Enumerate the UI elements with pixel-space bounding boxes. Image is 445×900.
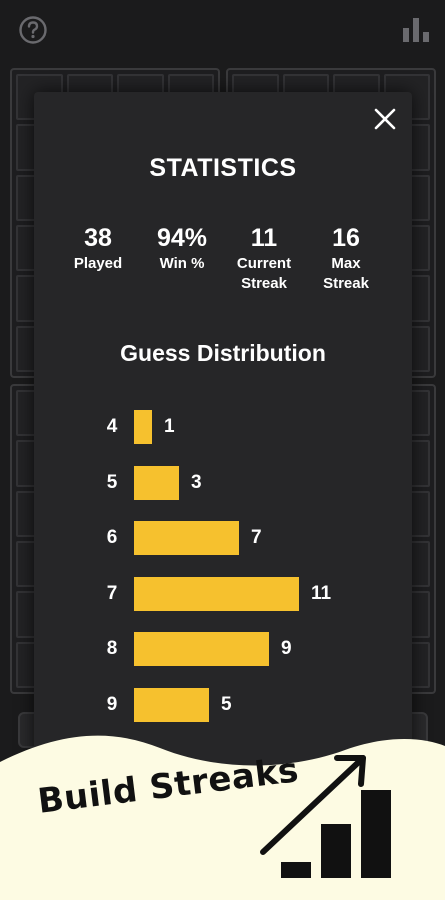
guess-count: 11 bbox=[311, 582, 332, 604]
stat-label: Win % bbox=[159, 255, 205, 272]
guess-count: 7 bbox=[251, 527, 262, 548]
guess-number: 6 bbox=[106, 527, 118, 548]
distribution-bar bbox=[134, 521, 239, 555]
guess-distribution-chart: 4 1 5 3 6 7 7 11 8 9 9 5 bbox=[34, 410, 412, 730]
stat-played: 38 Played bbox=[56, 224, 140, 274]
statistics-modal: STATISTICS 38 Played 94% Win % 11 Curren… bbox=[34, 92, 412, 792]
guess-number: 5 bbox=[106, 471, 118, 493]
guess-count: 3 bbox=[191, 471, 202, 493]
stat-current-streak: 11 Current Streak bbox=[222, 224, 306, 294]
stat-max-streak: 16 Max Streak bbox=[304, 224, 388, 294]
growth-chart-icon bbox=[260, 755, 391, 878]
distribution-bar bbox=[134, 410, 152, 444]
stat-win-percent: 94% Win % bbox=[140, 224, 224, 274]
guess-number: 9 bbox=[106, 693, 118, 715]
guess-count: 1 bbox=[164, 416, 175, 437]
guess-count: 5 bbox=[221, 693, 232, 715]
stat-label: Played bbox=[73, 255, 123, 272]
guess-count: 9 bbox=[281, 638, 292, 659]
guess-number: 8 bbox=[106, 638, 118, 659]
stat-value: 94% bbox=[156, 224, 208, 252]
guess-number: 7 bbox=[106, 582, 118, 604]
guess-distribution-title: Guess Distribution bbox=[120, 340, 326, 366]
close-icon[interactable] bbox=[374, 108, 396, 130]
stat-value: 38 bbox=[84, 224, 112, 252]
stat-value: 11 bbox=[250, 224, 278, 252]
distribution-bar bbox=[134, 687, 209, 722]
stat-label: Max Streak bbox=[323, 255, 369, 292]
stat-value: 16 bbox=[332, 224, 360, 252]
distribution-bar bbox=[134, 576, 299, 611]
top-bar bbox=[0, 0, 445, 58]
distribution-bar bbox=[134, 465, 179, 500]
bar-chart-icon[interactable] bbox=[403, 18, 429, 42]
guess-number: 4 bbox=[106, 416, 118, 437]
statistics-title: STATISTICS bbox=[149, 154, 297, 182]
distribution-bar bbox=[134, 632, 269, 666]
distribution-row: 7 11 bbox=[34, 576, 412, 611]
stat-label: Current Streak bbox=[236, 255, 292, 292]
help-circle-icon[interactable] bbox=[18, 15, 48, 45]
